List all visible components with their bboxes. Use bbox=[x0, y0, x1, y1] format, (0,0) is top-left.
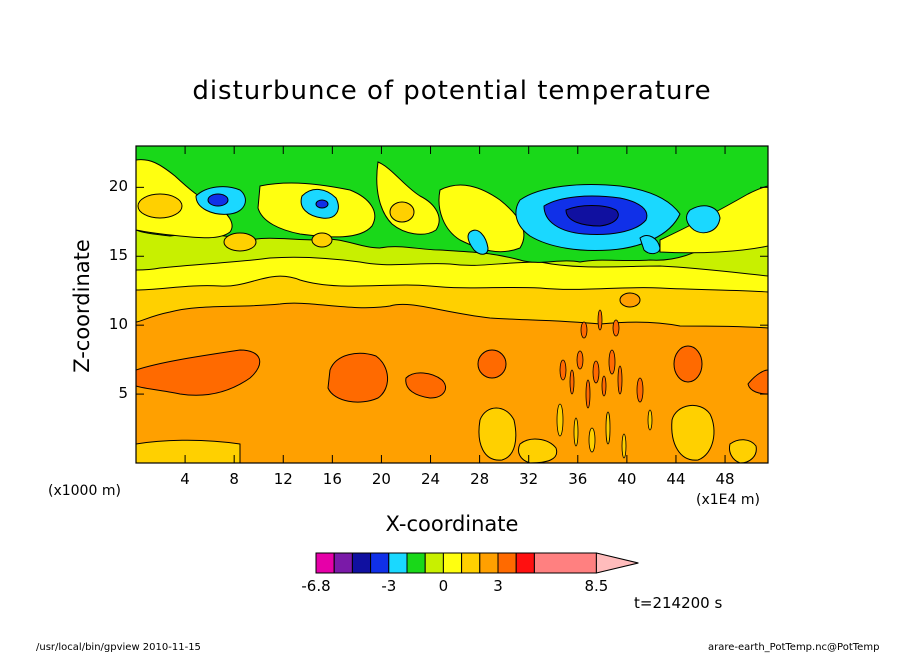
colorbar-swatch bbox=[497, 552, 517, 574]
x-tick-label: 16 bbox=[322, 470, 342, 488]
x-tick-label: 24 bbox=[420, 470, 441, 488]
colorbar-label: 8.5 bbox=[584, 577, 609, 595]
cold-blue-mid bbox=[315, 199, 329, 209]
plume-streak bbox=[605, 411, 611, 445]
colorbar-label: 0 bbox=[438, 577, 449, 595]
colorbar bbox=[315, 552, 639, 574]
plume-streak bbox=[592, 360, 600, 384]
cool-blob-2 bbox=[671, 405, 715, 461]
plume-streak bbox=[617, 365, 623, 395]
cold-cyan-streak1 bbox=[467, 229, 489, 255]
time-label: t=214200 s bbox=[634, 594, 723, 612]
x-tick-label: 44 bbox=[666, 470, 686, 488]
pocket-orange-2 bbox=[223, 232, 257, 252]
colorbar-swatch bbox=[424, 552, 444, 574]
colorbar-label: -3 bbox=[381, 577, 397, 595]
y-tick-label: 10 bbox=[108, 315, 128, 334]
plume-streak bbox=[588, 427, 596, 453]
x-tick-label: 4 bbox=[180, 470, 190, 488]
plot-frame bbox=[135, 145, 769, 464]
colorbar-extension bbox=[595, 552, 639, 574]
plume-streak bbox=[597, 309, 603, 331]
plume-streaks bbox=[556, 309, 653, 459]
colorbar-swatch bbox=[351, 552, 372, 574]
cold-blue-left bbox=[207, 193, 229, 207]
colorbar-swatch bbox=[461, 552, 481, 574]
x-tick-label: 32 bbox=[519, 470, 539, 488]
pocket-orange-5 bbox=[619, 292, 641, 308]
y-axis-units: (x1000 m) bbox=[48, 483, 121, 499]
warm-blob-6 bbox=[747, 369, 768, 395]
colorbar-swatch bbox=[533, 552, 597, 574]
y-tick-label: 5 bbox=[118, 384, 128, 403]
plume-streak bbox=[621, 433, 627, 459]
colorbar-swatch bbox=[406, 552, 426, 574]
plume-streak bbox=[585, 379, 591, 409]
plume-streak bbox=[647, 409, 653, 431]
plume-streak bbox=[608, 349, 616, 375]
warm-blob-3 bbox=[405, 372, 446, 399]
pocket-orange-3 bbox=[311, 232, 333, 248]
warm-blob-5 bbox=[673, 345, 703, 383]
colorbar-swatch bbox=[315, 552, 335, 574]
y-tick-label: 15 bbox=[108, 246, 128, 265]
colorbar-swatch bbox=[370, 552, 390, 574]
cool-blob-5 bbox=[729, 439, 757, 463]
x-tick-label: 20 bbox=[371, 470, 391, 488]
colorbar-swatch bbox=[333, 552, 353, 574]
warm-blob-2 bbox=[327, 352, 388, 403]
y-axis-label: Z-coordinate bbox=[70, 239, 94, 373]
plume-streak bbox=[556, 403, 564, 437]
x-axis-label: X-coordinate bbox=[385, 512, 519, 536]
colorbar-label: -6.8 bbox=[301, 577, 331, 595]
colorbar-swatch bbox=[479, 552, 499, 574]
x-tick-label: 48 bbox=[715, 470, 735, 488]
chart-title: disturbunce of potential temperature bbox=[192, 76, 712, 106]
plume-streak bbox=[601, 375, 607, 397]
plume-streak bbox=[559, 359, 567, 381]
x-tick-label: 8 bbox=[229, 470, 239, 488]
axis-ticks bbox=[136, 146, 768, 463]
pocket-orange-4 bbox=[389, 201, 415, 223]
plume-streak bbox=[573, 417, 579, 447]
y-tick-label: 20 bbox=[108, 177, 128, 196]
plume-streak bbox=[569, 369, 575, 395]
cold-navy-center bbox=[565, 205, 619, 227]
x-tick-label: 40 bbox=[617, 470, 637, 488]
x-tick-label: 28 bbox=[470, 470, 490, 488]
colorbar-swatch bbox=[442, 552, 463, 574]
colorbar-label: 3 bbox=[493, 577, 503, 595]
plume-streak bbox=[612, 319, 620, 337]
plume-streak bbox=[636, 377, 644, 403]
x-tick-label: 12 bbox=[273, 470, 293, 488]
footer-right: arare-earth_PotTemp.nc@PotTemp bbox=[708, 642, 880, 653]
footer-left: /usr/local/bin/gpview 2010-11-15 bbox=[36, 642, 201, 653]
x-tick-label: 36 bbox=[568, 470, 588, 488]
plume-streak bbox=[580, 321, 588, 339]
cold-cyan-streak2 bbox=[639, 235, 661, 255]
warm-blob-1 bbox=[136, 349, 261, 396]
cool-blob-4 bbox=[517, 438, 558, 463]
plume-streak bbox=[576, 350, 584, 370]
cool-blob-3 bbox=[136, 439, 241, 463]
field-area bbox=[136, 146, 768, 463]
x-axis-units: (x1E4 m) bbox=[696, 492, 760, 508]
cold-cyan-far bbox=[686, 205, 721, 234]
colorbar-swatch bbox=[388, 552, 408, 574]
warm-blob-4 bbox=[477, 349, 507, 379]
upper-yellow-right bbox=[438, 184, 525, 253]
pocket-orange-1 bbox=[137, 193, 183, 219]
colorbar-swatch bbox=[515, 552, 535, 574]
cool-blob-1 bbox=[478, 407, 517, 461]
